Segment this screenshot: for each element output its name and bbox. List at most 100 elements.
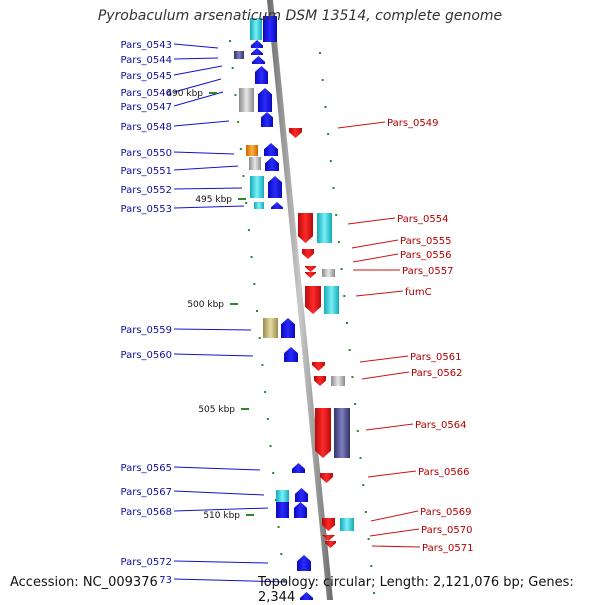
label-leader-lines xyxy=(173,43,421,583)
reverse-gene[interactable] xyxy=(331,376,345,386)
reverse-gene[interactable] xyxy=(334,408,350,458)
reverse-gene-label[interactable]: Pars_0570 xyxy=(421,525,472,536)
reverse-gene-label[interactable]: Pars_0555 xyxy=(400,236,451,247)
forward-gene-label[interactable]: Pars_0565 xyxy=(121,463,172,474)
track-dot xyxy=(321,79,324,81)
reverse-gene[interactable] xyxy=(322,535,335,541)
forward-gene[interactable] xyxy=(251,40,263,48)
gene-labels: 490 kbp 495 kbp 500 kbp 505 kbp 510 kbp Pars_… xyxy=(121,40,474,586)
forward-gene[interactable] xyxy=(252,56,265,64)
forward-gene[interactable] xyxy=(255,66,268,84)
track-dot xyxy=(364,511,367,513)
forward-gene[interactable] xyxy=(295,488,308,502)
reverse-gene-label[interactable]: Pars_0566 xyxy=(418,467,469,478)
track-dot xyxy=(237,121,240,123)
track-dot xyxy=(359,457,362,459)
reverse-gene-label[interactable]: Pars_0561 xyxy=(410,352,461,363)
reverse-gene-label[interactable]: Pars_0554 xyxy=(397,214,448,225)
forward-gene[interactable] xyxy=(271,202,283,209)
reverse-gene-label[interactable]: fumC xyxy=(405,287,432,298)
reverse-gene[interactable] xyxy=(340,518,354,531)
reverse-gene[interactable] xyxy=(312,362,325,371)
reverse-gene[interactable] xyxy=(322,269,335,277)
forward-gene[interactable] xyxy=(263,318,278,338)
forward-gene[interactable] xyxy=(276,490,289,502)
forward-gene[interactable] xyxy=(239,88,254,112)
reverse-gene-label[interactable]: Pars_0571 xyxy=(422,543,473,554)
leader-line xyxy=(351,239,399,249)
kbp-tick xyxy=(230,303,238,305)
leader-line xyxy=(361,371,410,380)
reverse-gene-label[interactable]: Pars_0564 xyxy=(415,420,466,431)
forward-gene-label[interactable]: Pars_0551 xyxy=(121,166,172,177)
forward-gene-label[interactable]: Pars_0552 xyxy=(121,185,172,196)
forward-gene[interactable] xyxy=(251,48,263,55)
forward-gene[interactable] xyxy=(294,502,307,518)
reverse-gene[interactable] xyxy=(314,376,326,386)
forward-gene[interactable] xyxy=(276,502,289,518)
reverse-gene[interactable] xyxy=(298,213,313,243)
track-dot xyxy=(335,214,338,216)
forward-gene[interactable] xyxy=(268,176,282,198)
forward-gene[interactable] xyxy=(254,202,264,209)
kbp-tick xyxy=(241,408,249,410)
forward-gene-label[interactable]: Pars_0548 xyxy=(121,122,172,133)
reverse-gene[interactable] xyxy=(320,473,333,483)
forward-gene-label[interactable]: Pars_0544 xyxy=(121,55,172,66)
forward-gene-label[interactable]: Pars_0550 xyxy=(121,148,172,159)
forward-gene[interactable] xyxy=(284,347,298,362)
leader-line xyxy=(352,253,399,263)
forward-gene-label[interactable]: Pars_0546 xyxy=(121,88,172,99)
leader-line xyxy=(173,328,252,331)
track-dot xyxy=(367,538,370,540)
forward-gene-label[interactable]: Pars_0559 xyxy=(121,325,172,336)
reverse-gene-label[interactable]: Pars_0562 xyxy=(411,368,462,379)
reverse-gene[interactable] xyxy=(305,272,316,278)
leader-line xyxy=(365,423,414,431)
forward-gene-label[interactable]: Pars_0543 xyxy=(121,40,172,51)
forward-gene-label[interactable]: Pars_0572 xyxy=(121,557,172,568)
track-dot xyxy=(269,445,272,447)
track-dot xyxy=(332,187,335,189)
forward-gene[interactable] xyxy=(250,176,264,198)
reverse-gene[interactable] xyxy=(325,541,336,548)
forward-gene[interactable] xyxy=(249,157,261,170)
leader-line xyxy=(173,490,265,496)
kbp-label: 505 kbp xyxy=(198,405,235,415)
reverse-gene[interactable] xyxy=(324,286,339,314)
forward-gene-label[interactable]: Pars_0560 xyxy=(121,350,172,361)
reverse-gene-label[interactable]: Pars_0556 xyxy=(400,250,451,261)
forward-gene-label[interactable]: Pars_0547 xyxy=(121,102,172,113)
forward-gene[interactable] xyxy=(258,88,272,112)
reverse-gene[interactable] xyxy=(302,249,314,259)
reverse-gene[interactable] xyxy=(289,128,302,138)
reverse-gene[interactable] xyxy=(322,518,335,531)
reverse-gene[interactable] xyxy=(305,266,316,272)
forward-gene[interactable] xyxy=(234,51,244,59)
forward-gene-label[interactable]: Pars_0567 xyxy=(121,487,172,498)
forward-gene[interactable] xyxy=(265,157,279,171)
forward-gene[interactable] xyxy=(297,555,311,571)
forward-gene[interactable] xyxy=(300,592,313,600)
kbp-label: 500 kbp xyxy=(187,300,224,310)
track-dot xyxy=(351,376,354,378)
reverse-gene-label[interactable]: Pars_0557 xyxy=(402,266,453,277)
reverse-gene-label[interactable]: Pars_0569 xyxy=(420,507,471,518)
forward-gene[interactable] xyxy=(250,18,262,40)
forward-gene[interactable] xyxy=(246,145,258,156)
leader-line xyxy=(370,510,419,522)
forward-gene-label[interactable]: Pars_0568 xyxy=(121,507,172,518)
forward-gene-label[interactable]: Pars_0545 xyxy=(121,71,172,82)
forward-gene[interactable] xyxy=(263,16,277,42)
track-dot xyxy=(250,256,253,258)
forward-gene[interactable] xyxy=(261,112,273,127)
leader-line xyxy=(173,65,223,76)
forward-gene[interactable] xyxy=(281,318,295,338)
forward-gene[interactable] xyxy=(292,463,305,473)
reverse-gene-label[interactable]: Pars_0549 xyxy=(387,118,438,129)
reverse-gene[interactable] xyxy=(305,286,321,314)
forward-gene-label[interactable]: Pars_0553 xyxy=(121,204,172,215)
reverse-gene[interactable] xyxy=(317,213,332,243)
forward-gene[interactable] xyxy=(264,143,278,156)
reverse-gene[interactable] xyxy=(315,408,331,458)
